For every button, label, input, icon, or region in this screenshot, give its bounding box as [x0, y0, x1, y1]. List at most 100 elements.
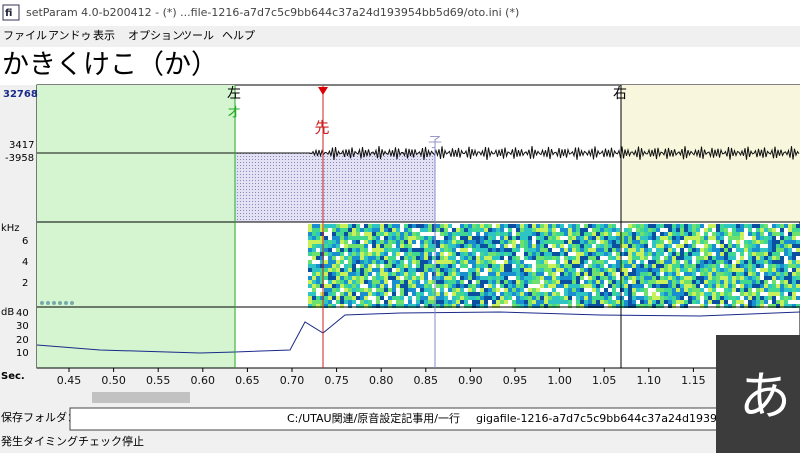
spectrogram-cell [312, 236, 316, 240]
spectrogram-cell [716, 284, 720, 288]
spectrogram-cell [560, 260, 564, 264]
spectrogram-cell [700, 292, 704, 296]
spectrogram-cell [716, 244, 720, 248]
spectrogram-cell [468, 260, 472, 264]
spectrogram-cell [572, 272, 576, 276]
spectrogram-cell [392, 232, 396, 236]
spectrogram-cell [740, 284, 744, 288]
menu-item[interactable]: アンドゥ [48, 29, 92, 42]
spectrogram-cell [360, 264, 364, 268]
spectrogram-cell [416, 248, 420, 252]
menu-item[interactable]: ファイル [3, 29, 47, 42]
spectrogram-cell [648, 280, 652, 284]
spectrogram-cell [632, 284, 636, 288]
spectrogram-cell [452, 228, 456, 232]
spectrogram-cell [528, 280, 532, 284]
spectrogram-cell [652, 276, 656, 280]
spectrogram-cell [308, 248, 312, 252]
spectrogram-cell [388, 284, 392, 288]
spectrogram-cell [672, 260, 676, 264]
spectrogram-cell [772, 260, 776, 264]
spectrogram-cell [312, 228, 316, 232]
menu-item[interactable]: ヘルプ [222, 29, 255, 42]
spectrogram-cell [740, 248, 744, 252]
spectrogram-cell [376, 248, 380, 252]
spectrogram-cell [796, 260, 800, 264]
menu-item[interactable]: オプション [128, 29, 183, 42]
spectrogram-cell [532, 256, 536, 260]
spectrogram-cell [768, 252, 772, 256]
spectrogram-cell [740, 296, 744, 300]
spectrogram-cell [476, 272, 480, 276]
scrollbar[interactable] [37, 390, 800, 405]
spectrogram-cell [536, 248, 540, 252]
spectrogram-cell [660, 304, 664, 308]
spectrogram-cell [752, 272, 756, 276]
spectrogram-cell [320, 260, 324, 264]
spectrogram-cell [436, 284, 440, 288]
spectrogram-cell [492, 268, 496, 272]
preutterance-handle[interactable] [318, 87, 328, 95]
spectrogram-cell [744, 236, 748, 240]
scrollbar-thumb[interactable] [92, 392, 190, 403]
spectrogram-cell [544, 244, 548, 248]
spectrogram-cell [788, 304, 792, 308]
spectrogram-cell [696, 300, 700, 304]
spectrogram-cell [420, 224, 424, 228]
spectrogram-cell [536, 240, 540, 244]
spectrogram-cell [780, 288, 784, 292]
spectrogram-cell [492, 304, 496, 308]
spectrogram-cell [496, 260, 500, 264]
spectrogram-cell [384, 256, 388, 260]
spectrogram-cell [760, 252, 764, 256]
spectrogram-cell [416, 244, 420, 248]
spectrogram-cell [528, 284, 532, 288]
spectrogram-cell [752, 232, 756, 236]
spectrogram-cell [620, 240, 624, 244]
spectrogram-cell [336, 292, 340, 296]
spectrogram-cell [752, 276, 756, 280]
spectrogram-cell [376, 272, 380, 276]
spectrogram-cell [460, 260, 464, 264]
spectrogram-cell [608, 248, 612, 252]
menu-item[interactable]: ツール [181, 29, 214, 42]
spectrogram-cell [640, 292, 644, 296]
spectrogram-cell [500, 280, 504, 284]
spectrogram-cell [356, 232, 360, 236]
spectrogram-cell [600, 252, 604, 256]
menu-item[interactable]: 表示 [93, 28, 115, 42]
spectrogram-cell [556, 224, 560, 228]
spectrogram-cell [644, 264, 648, 268]
spectrogram-cell [416, 292, 420, 296]
spectrogram-cell [648, 252, 652, 256]
spectrogram-cell [608, 244, 612, 248]
spectrogram-cell [796, 248, 800, 252]
spectrogram-cell [308, 284, 312, 288]
spectrogram-cell [492, 272, 496, 276]
spectrogram-cell [720, 272, 724, 276]
spectrogram-cell [408, 280, 412, 284]
spectrogram-cell [476, 296, 480, 300]
spectrogram-cell [452, 304, 456, 308]
spectrogram-cell [344, 272, 348, 276]
spectrogram-cell [768, 280, 772, 284]
spectrogram-cell [540, 248, 544, 252]
spectrogram-cell [524, 256, 528, 260]
spectrogram-cell [588, 272, 592, 276]
spectrogram-cell [784, 244, 788, 248]
spectrogram-cell [348, 228, 352, 232]
spectrogram-cell [688, 240, 692, 244]
spectrogram-cell [724, 288, 728, 292]
spectrogram-cell [624, 244, 628, 248]
spectrogram-cell [636, 244, 640, 248]
spectrogram-cell [536, 284, 540, 288]
spectrogram-cell [488, 296, 492, 300]
spectrogram-cell [396, 296, 400, 300]
spectrogram-cell [472, 272, 476, 276]
spectrogram-cell [628, 292, 632, 296]
spectrogram-cell [552, 300, 556, 304]
spectrogram-cell [716, 248, 720, 252]
spectrogram-cell [340, 224, 344, 228]
spectrogram-cell [752, 280, 756, 284]
spectrogram-cell [400, 292, 404, 296]
